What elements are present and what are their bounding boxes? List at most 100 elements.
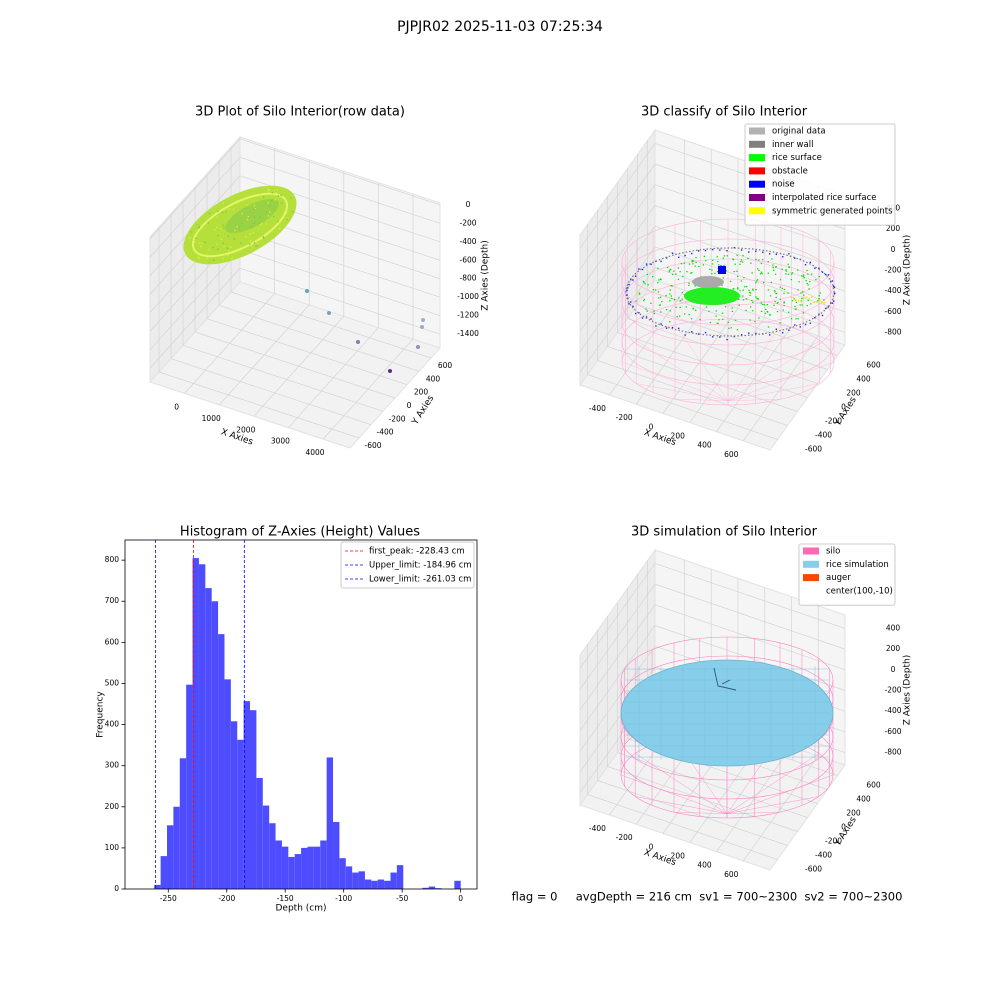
surface-point [745,298,748,300]
point-speck [253,208,256,211]
surface-point [734,319,737,321]
surface-point [765,308,767,310]
noise-point [748,251,750,253]
grid-line [579,226,656,332]
legend-box [798,543,896,606]
surface-point [688,314,690,316]
surface-point [692,260,695,262]
y-tick-label: 800 [105,555,120,564]
x-tick-label: 600 [724,450,739,459]
point-speck [188,236,191,239]
surface-point [770,281,773,284]
surface-point [699,318,701,321]
z-tick-label: 0 [891,245,896,254]
noise-blob [718,266,726,274]
surface-point [779,279,782,281]
point-speck [207,222,210,224]
surface-point [691,272,693,274]
point-speck [274,199,276,201]
surface-point [722,277,725,279]
y-tick-label: -200 [388,414,405,423]
bar [371,880,378,889]
surface-point [767,260,769,263]
surface-point [774,273,777,275]
surface-point [744,286,746,288]
y-tick-label: 0 [841,823,846,832]
auger [713,667,737,691]
surface-point [752,288,754,290]
grid-line [654,563,846,629]
bar [154,884,161,889]
surface-point [808,288,810,290]
point-speck [265,211,268,213]
point-speck [198,242,201,245]
surface-point [736,287,739,289]
surface-point [740,280,743,282]
surface-point [766,310,768,313]
surface-point [686,271,688,273]
surface-point [777,302,779,304]
generated-point [790,296,792,298]
surface-point [783,304,785,307]
silo-spoke [727,399,782,401]
bar [218,634,225,889]
z-tick-label: 0 [891,665,896,674]
surface-point [801,304,803,306]
surface-point [736,329,739,331]
point-speck [196,231,198,233]
figure-title: PJPJR02 2025-11-03 07:25:34 [397,19,603,35]
surface-point [779,286,782,288]
surface-point [708,310,710,312]
point-speck [256,243,259,245]
noise-point [628,283,630,286]
surface-point [723,255,726,257]
y-tick-label: 200 [105,802,120,811]
surface-point [680,263,683,265]
surface-point [785,270,787,272]
noise-point [691,252,693,255]
point-speck [252,232,254,234]
noise-point [711,336,714,338]
noise-point [678,256,680,259]
point-speck [230,246,232,248]
bar [307,846,314,889]
surface-point [809,303,812,305]
surface-point [716,270,719,273]
surface-point [772,264,774,266]
grid-line [654,625,846,691]
surface-point [755,258,757,261]
point-speck [270,200,273,202]
noise-point [775,253,777,256]
point-speck [247,215,250,218]
surface-point [688,263,691,265]
point-speck [199,246,202,248]
silo-spoke [673,812,728,814]
legend-swatch [749,154,765,162]
silo-spoke [636,383,729,401]
surface-point [782,309,784,311]
point-speck [222,202,225,204]
point-speck [250,245,253,247]
surface-point [726,255,729,257]
legend-swatch [749,180,765,188]
x-tick-label: 1000 [202,414,221,423]
surface-point [731,307,733,309]
surface-point [788,266,791,268]
y-tick-label: -600 [364,441,381,450]
surface-point [771,258,773,260]
surface-point [740,259,743,261]
grid-line [607,766,798,832]
noise-point [711,248,714,251]
surface-point [764,312,767,314]
surface-point [658,279,660,281]
x-tick-label: 0 [649,842,654,851]
noise-point [832,300,835,302]
surface-point [703,255,706,257]
noise-point [632,305,634,308]
noise-point [704,249,707,252]
surface-point [695,261,697,264]
point-speck [200,242,203,244]
silo-spoke [727,340,820,401]
y-tick-label: 300 [105,761,120,770]
